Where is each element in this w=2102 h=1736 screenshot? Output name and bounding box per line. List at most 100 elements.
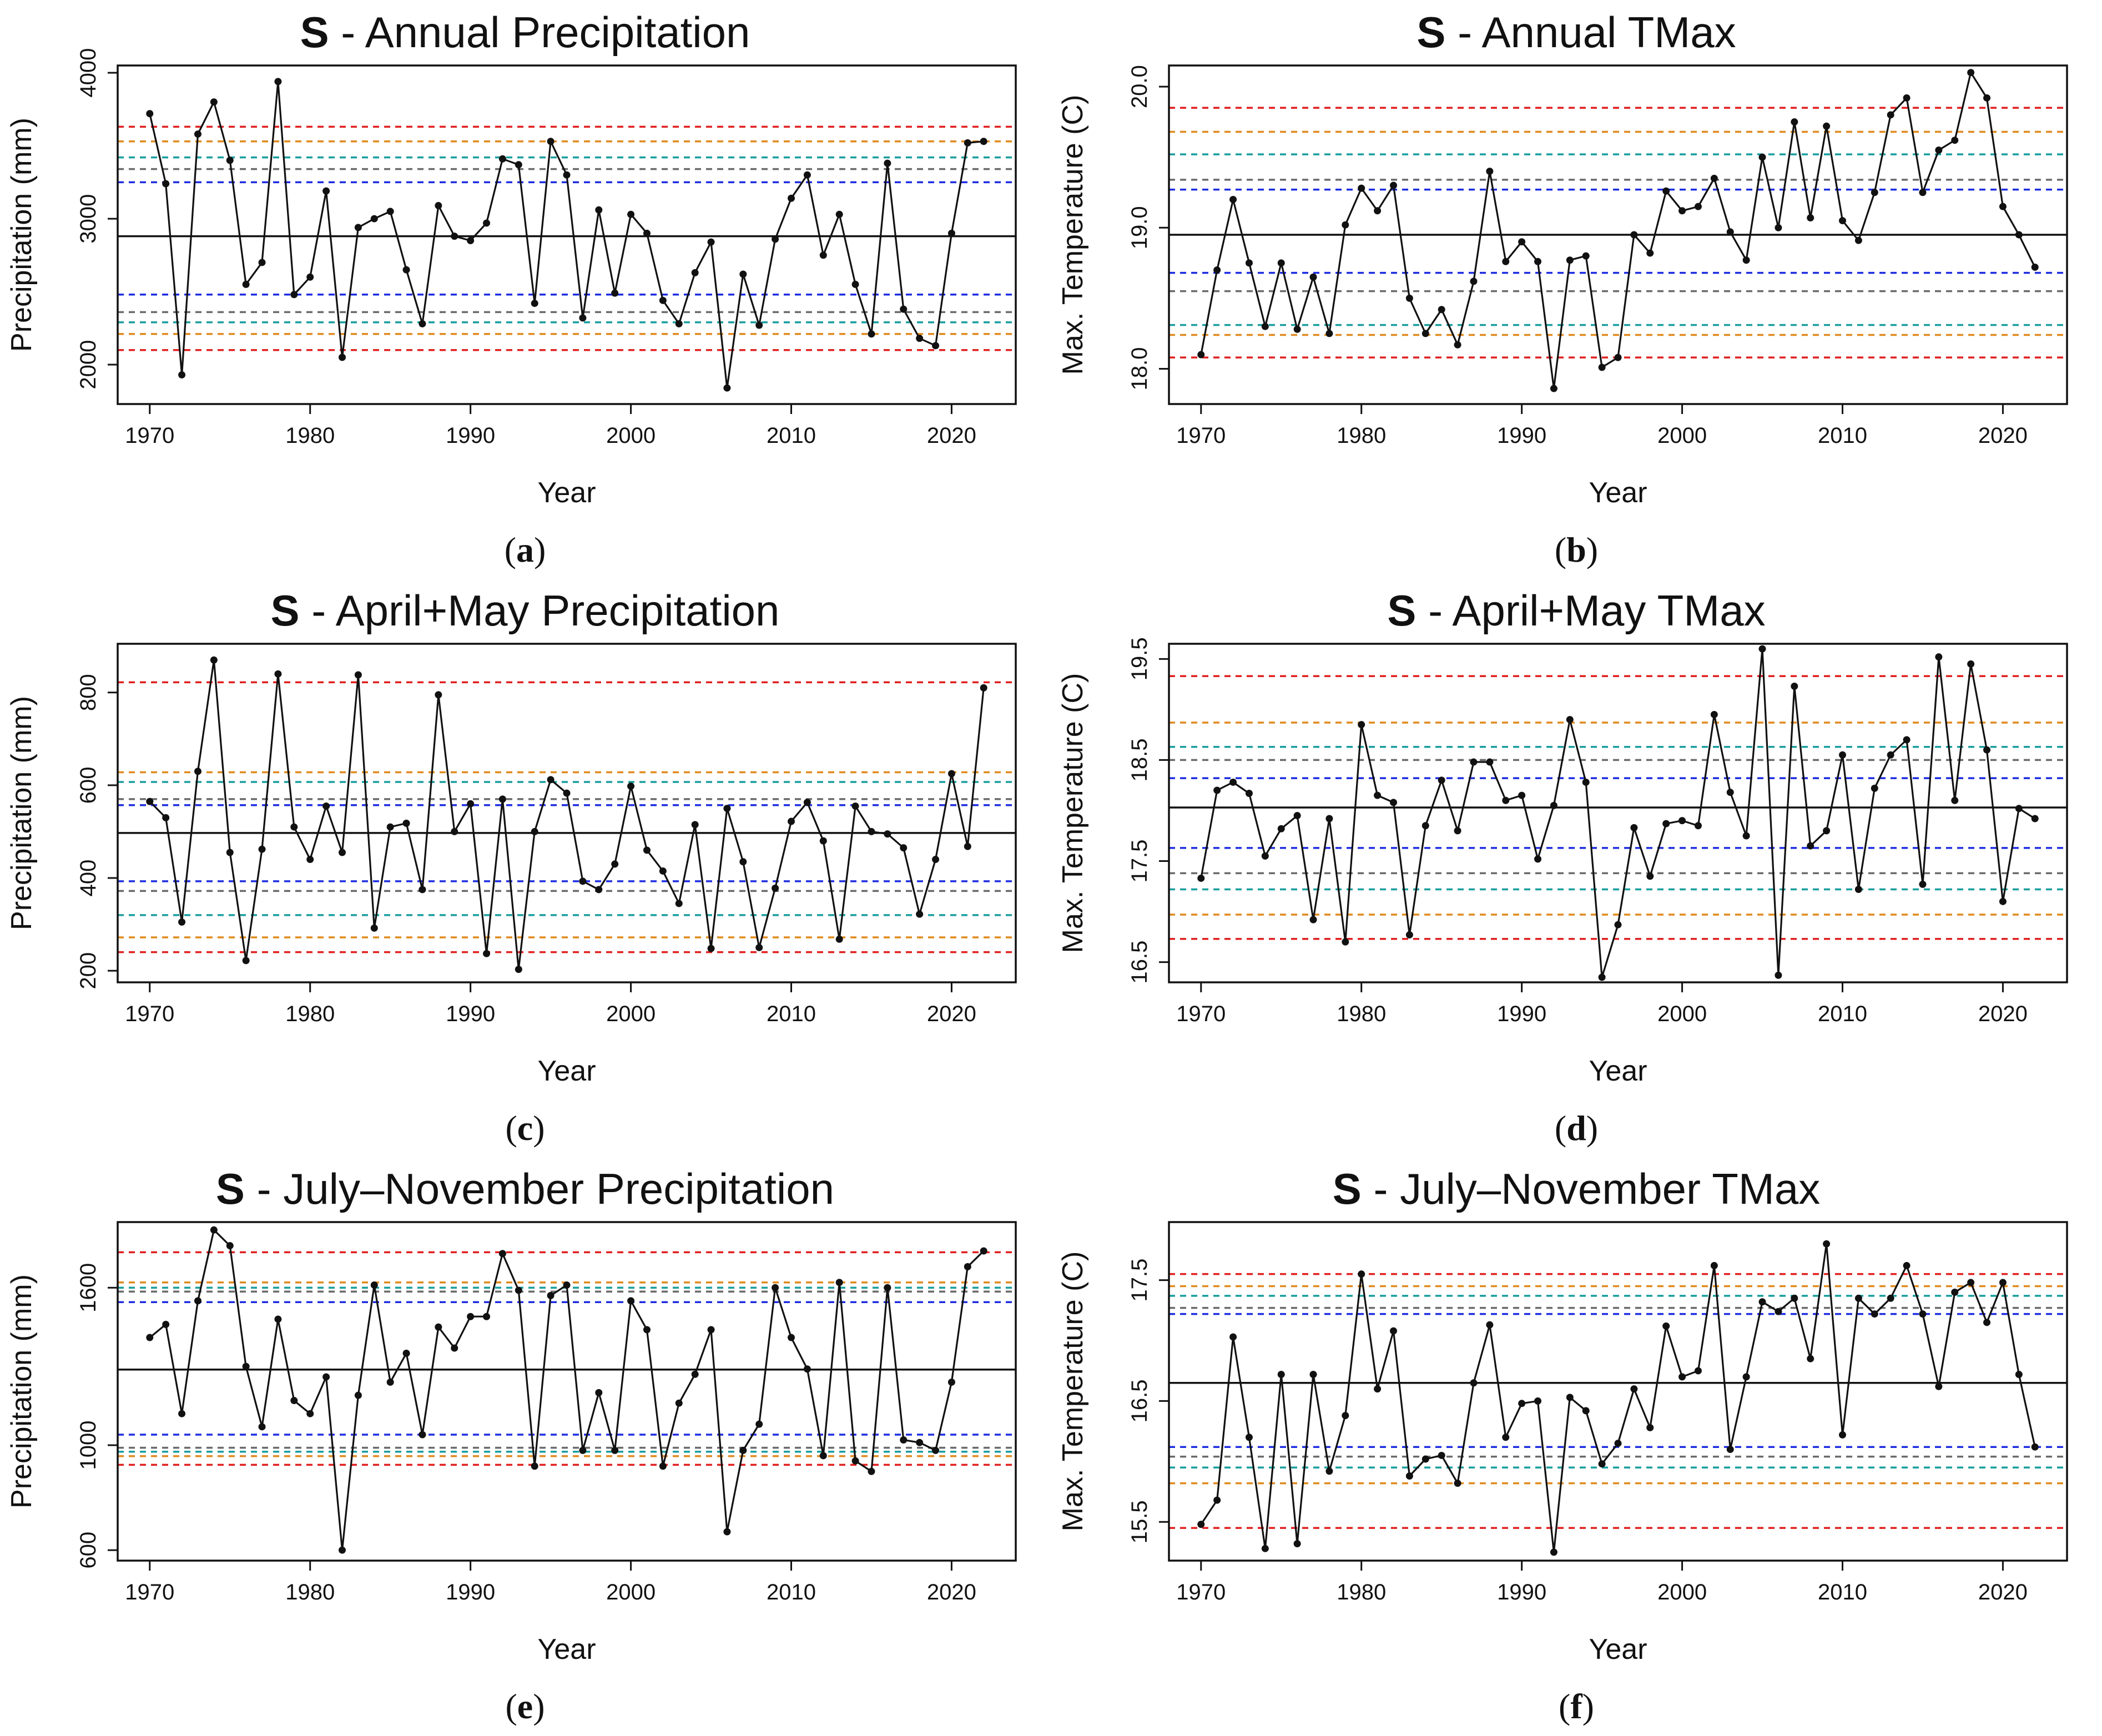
data-point xyxy=(1342,221,1349,229)
data-point xyxy=(1550,801,1557,809)
data-point xyxy=(1566,256,1574,264)
data-point xyxy=(1582,252,1590,260)
chart-title: S - Annual TMax xyxy=(1417,8,1736,57)
data-point xyxy=(1261,852,1269,860)
x-tick-label: 1970 xyxy=(1176,423,1226,448)
chart-title-text: - April+May Precipitation xyxy=(300,586,780,635)
data-point xyxy=(162,814,170,821)
data-point xyxy=(1742,832,1750,840)
series-line xyxy=(1200,1243,2036,1552)
data-point xyxy=(1454,827,1461,835)
data-point xyxy=(498,1250,506,1258)
data-point xyxy=(162,1320,170,1328)
data-point xyxy=(1325,815,1333,822)
data-point xyxy=(1630,1385,1638,1393)
x-axis-label: Year xyxy=(537,477,596,509)
data-point xyxy=(1951,137,1959,144)
caption-open: ( xyxy=(505,1108,517,1148)
data-point xyxy=(1309,916,1317,923)
data-point xyxy=(1309,1371,1317,1378)
data-point xyxy=(1614,1440,1622,1447)
data-point xyxy=(1903,1261,1911,1269)
data-point xyxy=(1758,1298,1766,1306)
data-point xyxy=(1919,1310,1927,1318)
x-tick-label: 1980 xyxy=(1337,423,1386,448)
data-point xyxy=(1229,195,1237,203)
x-tick-label: 1990 xyxy=(446,1002,495,1026)
x-tick-label: 2000 xyxy=(606,1580,656,1604)
data-point xyxy=(1951,1288,1959,1296)
data-point xyxy=(1293,812,1301,820)
y-axis-label: Max. Temperature (C) xyxy=(1057,95,1089,375)
plot-frame xyxy=(117,1221,1017,1562)
data-point xyxy=(1518,238,1526,246)
data-point xyxy=(354,671,362,679)
data-point xyxy=(868,827,875,835)
data-point xyxy=(611,860,619,868)
chart-panel-c: S - April+May Precipitation 1970 1980 1990 2… xyxy=(0,578,1051,1155)
data-point xyxy=(1422,1455,1429,1463)
data-point xyxy=(242,957,250,965)
data-point xyxy=(1678,1373,1686,1381)
caption-open: ( xyxy=(505,530,516,569)
chart-svg-c: S - April+May Precipitation 1970 1980 1990 2… xyxy=(6,586,1017,1148)
caption-letter: f xyxy=(1570,1687,1582,1726)
chart-panel-b: S - Annual TMax 1970 1980 1990 2000 2010 2020 1… xyxy=(1051,0,2102,577)
caption-open: ( xyxy=(505,1687,517,1726)
data-point xyxy=(980,138,987,145)
data-point xyxy=(1518,1400,1526,1407)
data-point xyxy=(290,291,298,299)
data-point xyxy=(1839,217,1846,225)
data-point xyxy=(547,138,555,145)
data-point xyxy=(419,886,426,894)
data-point xyxy=(1887,111,1894,119)
data-point xyxy=(643,1326,651,1334)
data-point xyxy=(515,1286,522,1294)
chart-title-bold: S xyxy=(1387,586,1416,635)
y-tick-label: 1600 xyxy=(76,1263,100,1313)
data-point xyxy=(1470,758,1478,766)
data-point xyxy=(916,1439,924,1446)
data-point xyxy=(900,1436,908,1444)
chart-svg-b: S - Annual TMax 1970 1980 1990 2000 2010 2020 1… xyxy=(1057,8,2068,569)
data-point xyxy=(1854,885,1862,893)
data-point xyxy=(835,935,843,943)
data-point xyxy=(755,1420,763,1428)
data-point xyxy=(1550,385,1557,392)
data-point xyxy=(1582,778,1590,786)
x-tick-label: 1980 xyxy=(1337,1580,1386,1604)
x-tick-label: 1970 xyxy=(125,1580,174,1604)
data-point xyxy=(1983,94,1991,102)
caption-open: ( xyxy=(1559,1687,1570,1726)
data-point xyxy=(322,1373,330,1381)
y-tick-label: 20.0 xyxy=(1127,65,1152,108)
data-point xyxy=(242,280,250,288)
caption-close: ) xyxy=(1586,530,1598,569)
x-tick-label: 2020 xyxy=(927,1580,976,1604)
data-point xyxy=(788,1334,795,1341)
data-point xyxy=(691,1370,699,1378)
data-point xyxy=(1245,1434,1253,1441)
chart-svg-e: S - July–November Precipitation 1970 1980 1… xyxy=(6,1164,1017,1726)
x-tick-label: 1990 xyxy=(1497,423,1546,448)
data-point xyxy=(2031,815,2039,822)
data-point xyxy=(1903,736,1911,744)
y-tick-label: 16.5 xyxy=(1127,941,1152,984)
data-point xyxy=(1935,147,1943,154)
data-point xyxy=(306,1410,314,1417)
data-point xyxy=(900,305,908,313)
y-tick-label: 3000 xyxy=(76,194,100,244)
y-axis-label: Precipitation (mm) xyxy=(6,118,38,352)
x-tick-label: 2020 xyxy=(1978,1580,2028,1604)
data-point xyxy=(1213,266,1221,274)
data-point xyxy=(1807,842,1814,850)
y-tick-label: 18.5 xyxy=(1127,738,1152,781)
caption-letter: b xyxy=(1566,530,1586,569)
chart-panel-d: S - April+May TMax 1970 1980 1990 2000 2010 20… xyxy=(1051,578,2102,1155)
data-point xyxy=(402,819,410,827)
data-point xyxy=(1502,1434,1510,1441)
data-point xyxy=(2031,1443,2039,1451)
data-point xyxy=(1309,273,1317,281)
caption-letter: d xyxy=(1566,1108,1586,1148)
data-point xyxy=(1229,1333,1237,1341)
